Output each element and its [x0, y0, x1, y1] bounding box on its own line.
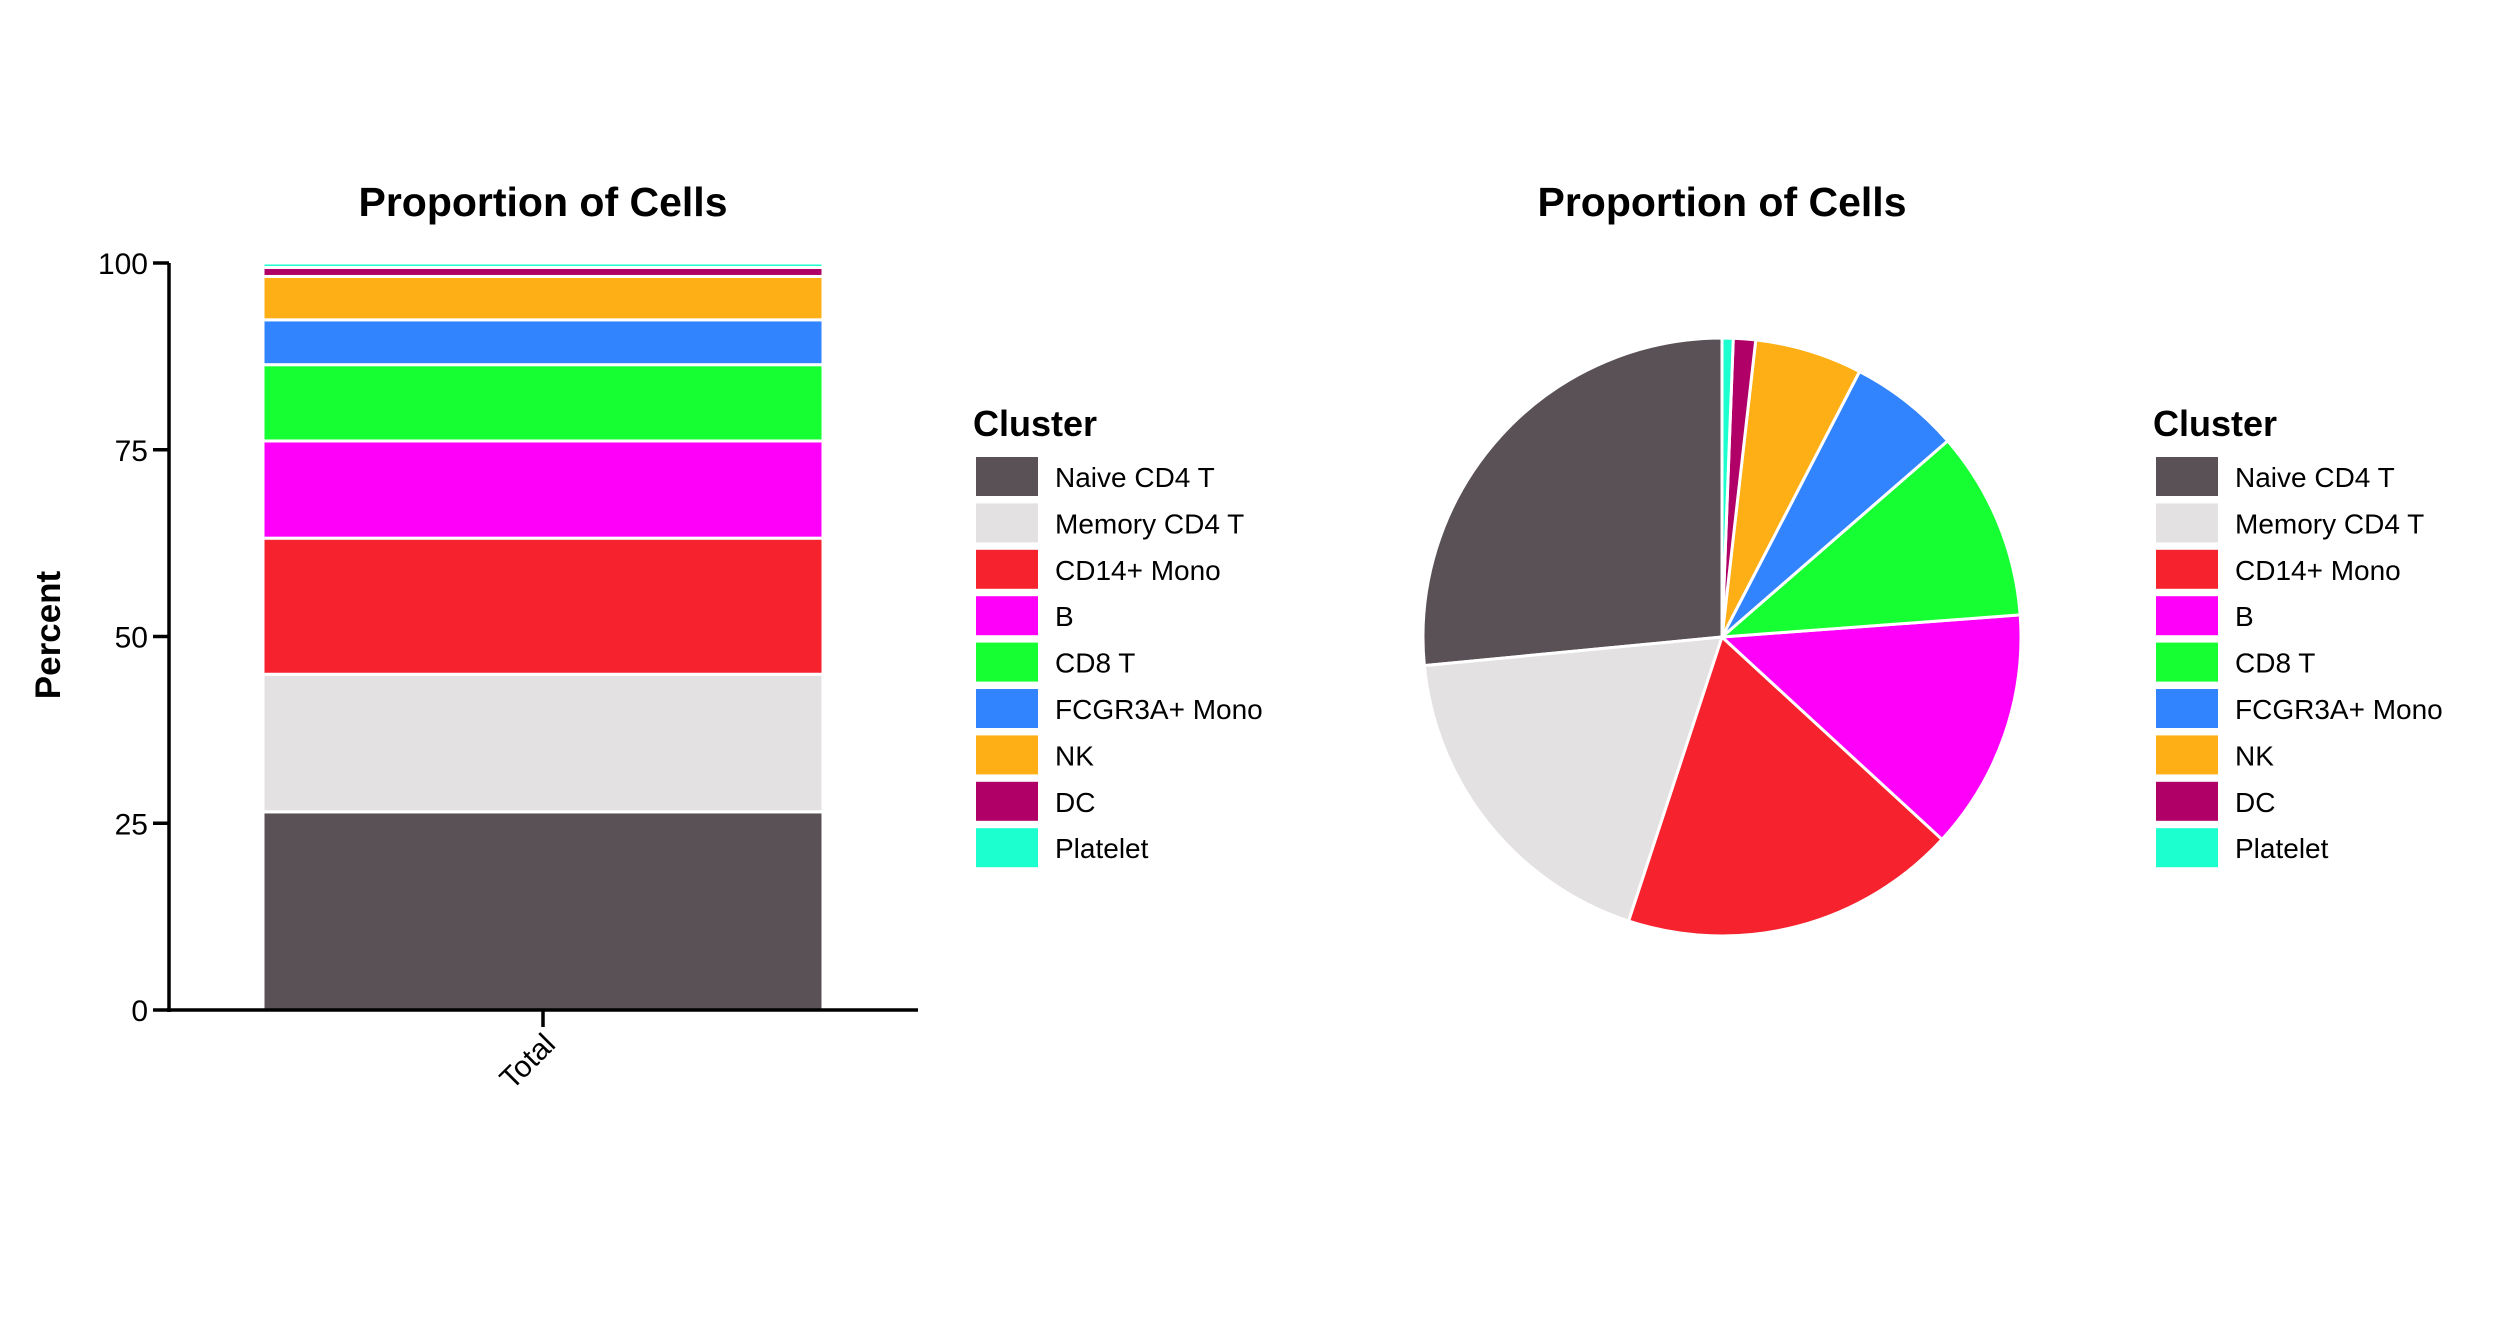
legend-swatch-naive-cd4-t [2156, 457, 2218, 496]
bar-segment-b [261, 439, 825, 540]
y-tick-label: 0 [131, 995, 148, 1028]
legend-swatch-nk [2156, 735, 2218, 775]
legend-label-dc: DC [1055, 787, 1095, 818]
legend-label-memory-cd4-t: Memory CD4 T [1055, 508, 1244, 539]
legend-label-b: B [1055, 601, 1074, 632]
legend-label-naive-cd4-t: Naive CD4 T [2235, 462, 2395, 493]
legend-label-nk: NK [2235, 740, 2274, 771]
legend-swatch-nk [976, 735, 1038, 775]
stacked-bar [261, 261, 825, 1012]
legend-title: Cluster [2153, 403, 2277, 444]
legend-swatch-dc [2156, 781, 2218, 821]
bar-chart-legend: Cluster Naive CD4 T Memory CD4 T CD14+ Mono… [973, 403, 1263, 868]
pie-slice-cd8-t [1720, 439, 2022, 639]
pie-slice-memory-cd4-t [1422, 635, 1724, 923]
legend-label-naive-cd4-t: Naive CD4 T [1055, 462, 1215, 493]
pie-chart-legend: Cluster Naive CD4 T Memory CD4 T CD14+ Mono… [2153, 403, 2443, 868]
legend-swatch-fcgr3a-mono [976, 689, 1038, 728]
legend-swatch-b [976, 596, 1038, 636]
pie-slice-platelet [1720, 336, 1735, 639]
bar-chart-title: Proportion of Cells [359, 179, 728, 225]
legend-swatch-cd8-t [2156, 642, 2218, 682]
legend-swatch-memory-cd4-t [976, 503, 1038, 543]
legend-swatch-platelet [2156, 828, 2218, 868]
legend-label-platelet: Platelet [1055, 833, 1149, 864]
pie-slice-naive-cd4-t [1421, 336, 1724, 668]
legend-label-fcgr3a-mono: FCGR3A+ Mono [1055, 694, 1263, 725]
legend-label-cd14-mono: CD14+ Mono [2235, 555, 2401, 586]
bar-segment-cd14-mono [261, 536, 825, 676]
legend-label-cd8-t: CD8 T [2235, 648, 2315, 679]
legend-label-dc: DC [2235, 787, 2275, 818]
legend-swatch-cd8-t [976, 642, 1038, 682]
y-tick-label: 100 [98, 248, 148, 281]
y-tick-label: 50 [115, 622, 148, 655]
legend-swatch-dc [976, 781, 1038, 821]
x-axis-ticks: Total [494, 1010, 562, 1096]
legend-swatch-memory-cd4-t [2156, 503, 2218, 543]
legend-swatch-platelet [976, 828, 1038, 868]
y-axis-title: Percent [29, 570, 68, 699]
legend-swatch-cd14-mono [976, 549, 1038, 589]
pie-chart-title: Proportion of Cells [1538, 179, 1907, 225]
y-tick-label: 75 [115, 435, 148, 468]
legend-swatch-cd14-mono [2156, 549, 2218, 589]
legend-label-b: B [2235, 601, 2254, 632]
legend-label-cd14-mono: CD14+ Mono [1055, 555, 1221, 586]
legend-label-fcgr3a-mono: FCGR3A+ Mono [2235, 694, 2443, 725]
bar-chart-panel: Proportion of Cells Percent 0 25 50 75 100 T… [29, 179, 1263, 1096]
y-tick-label: 25 [115, 808, 148, 841]
bar-segment-fcgr3a-mono [261, 318, 825, 367]
legend-label-memory-cd4-t: Memory CD4 T [2235, 508, 2424, 539]
pie-chart-panel: Proportion of Cells Cluster Naive CD4 T Me… [1421, 179, 2443, 938]
pie-slice-cd14-mono [1627, 635, 1944, 938]
legend-swatch-b [2156, 596, 2218, 636]
legend-label-nk: NK [1055, 740, 1094, 771]
legend-swatch-naive-cd4-t [976, 457, 1038, 496]
bar-segment-naive-cd4-t [261, 810, 825, 1012]
legend-label-cd8-t: CD8 T [1055, 648, 1135, 679]
x-tick-label: Total [494, 1028, 562, 1096]
legend-title: Cluster [973, 403, 1097, 444]
y-axis-ticks: 0 25 50 75 100 [98, 248, 169, 1028]
bar-segment-nk [261, 274, 825, 322]
legend-swatch-fcgr3a-mono [2156, 689, 2218, 728]
pie-slices [1421, 336, 2023, 938]
bar-segment-memory-cd4-t [261, 672, 825, 814]
legend-label-platelet: Platelet [2235, 833, 2329, 864]
bar-segment-cd8-t [261, 363, 825, 443]
bar-segment-platelet [261, 261, 825, 269]
pie-slice-b [1720, 613, 2023, 841]
